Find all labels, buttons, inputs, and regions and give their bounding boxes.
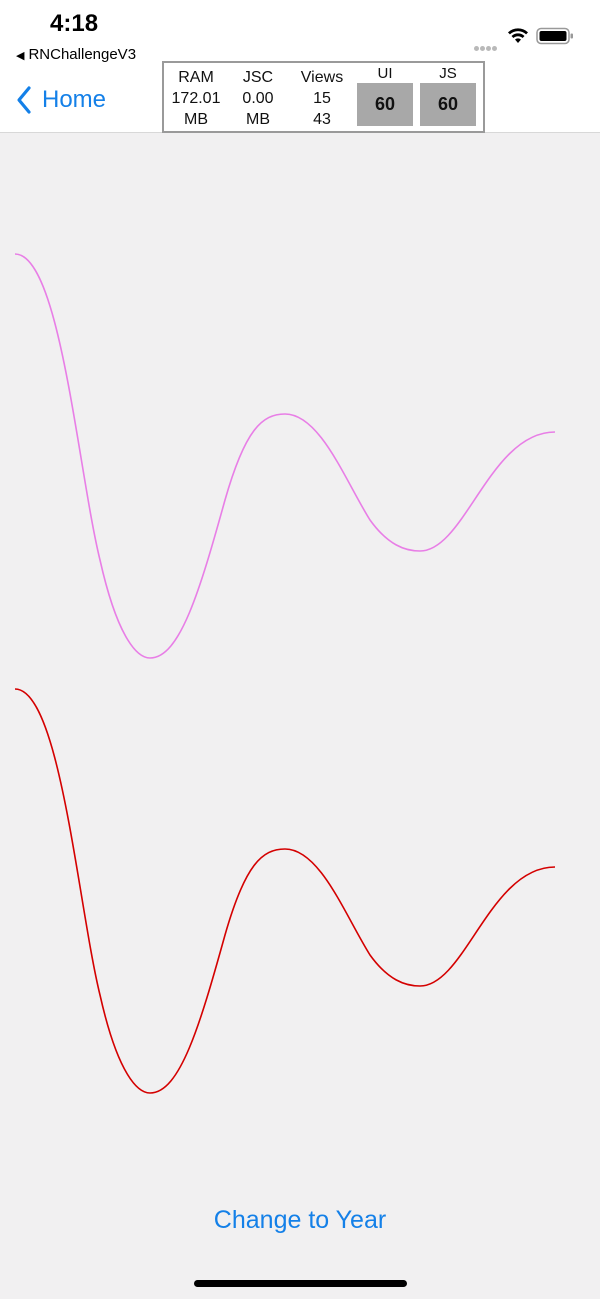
perf-views-value: 15 bbox=[313, 90, 331, 107]
back-triangle-icon: ◀ bbox=[16, 50, 25, 62]
chevron-left-icon bbox=[17, 86, 31, 114]
perf-ram-unit: MB bbox=[184, 111, 208, 128]
perf-jsc-unit: MB bbox=[246, 111, 270, 128]
perf-ram-label: RAM bbox=[178, 69, 214, 86]
perf-jsc-value: 0.00 bbox=[242, 90, 274, 107]
perf-ui-fps: UI 60 bbox=[357, 65, 413, 126]
perf-ui-value: 60 bbox=[357, 83, 413, 126]
perf-views-label: Views bbox=[300, 69, 344, 86]
perf-views-value2: 43 bbox=[313, 111, 331, 128]
home-back-label: Home bbox=[42, 86, 107, 113]
status-time: 4:18 bbox=[50, 10, 99, 37]
battery-icon bbox=[536, 27, 573, 45]
back-app-label: RNChallengeV3 bbox=[28, 46, 137, 63]
change-to-year-button[interactable]: Change to Year bbox=[213, 1206, 387, 1234]
perf-jsc: JSC 0.00 MB bbox=[226, 67, 290, 130]
home-indicator bbox=[194, 1280, 407, 1287]
chart-curve-violet bbox=[14, 253, 556, 659]
perf-js-label: JS bbox=[439, 65, 457, 82]
perf-ram: RAM 172.01 MB bbox=[164, 67, 228, 130]
wifi-icon bbox=[508, 28, 528, 43]
perf-views: Views 15 43 bbox=[290, 67, 354, 130]
perf-jsc-label: JSC bbox=[242, 69, 274, 86]
perf-ui-label: UI bbox=[377, 65, 393, 82]
signal-dots-icon bbox=[474, 38, 498, 56]
chart-curve-red bbox=[14, 688, 556, 1094]
home-back-button[interactable]: Home bbox=[14, 84, 106, 116]
perf-js-value: 60 bbox=[420, 83, 476, 126]
perf-js-fps: JS 60 bbox=[420, 65, 476, 126]
perf-ram-value: 172.01 bbox=[171, 90, 221, 107]
perf-monitor[interactable]: RAM 172.01 MB JSC 0.00 MB Views 15 43 UI… bbox=[162, 61, 485, 133]
status-bar: 4:18 ◀ RNChallengeV3 bbox=[0, 0, 600, 66]
back-to-app-link[interactable]: ◀ RNChallengeV3 bbox=[16, 46, 136, 63]
